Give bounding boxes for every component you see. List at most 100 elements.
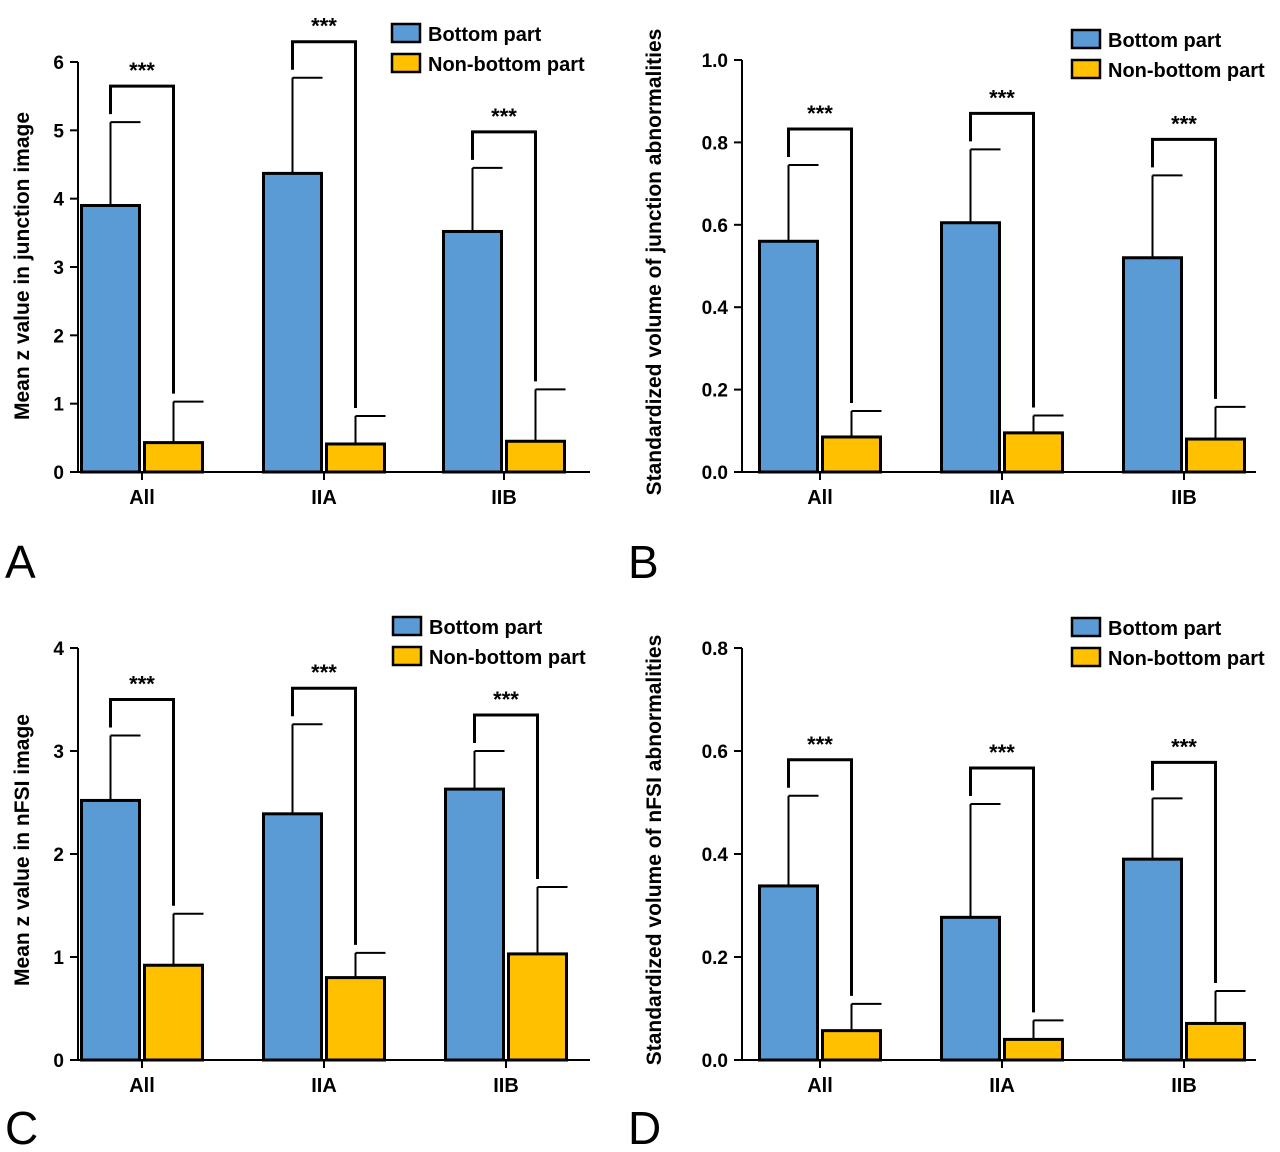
y-axis-title: Standardized volume of nFSI abnormalitie… xyxy=(643,635,666,1066)
bar-nonbottom xyxy=(1185,1021,1246,1062)
y-tick-label: 0.8 xyxy=(702,133,728,154)
chart-panel-c: 0 1 2 3 4 Mean z value in nFSI image All *** IIA… xyxy=(5,615,590,1152)
x-tick-label: IIA xyxy=(989,1075,1015,1097)
significance-label: *** xyxy=(129,58,155,83)
legend-label: Non-bottom part xyxy=(429,647,586,669)
significance-bracket xyxy=(1151,137,1217,399)
bar-bottom xyxy=(758,884,819,1062)
chart-panel-a: 0 1 2 3 4 5 6 Mean z value in junction image All… xyxy=(5,14,590,588)
x-tick-label: IIB xyxy=(1171,487,1197,509)
bar-nonbottom xyxy=(505,439,566,474)
bar-nonbottom xyxy=(821,435,882,474)
legend-label: Non-bottom part xyxy=(1108,648,1265,670)
significance-bracket xyxy=(969,111,1035,408)
bar-nonbottom xyxy=(143,441,204,474)
legend-swatch-bottom xyxy=(1070,28,1102,50)
y-tick-label: 0.4 xyxy=(702,845,729,866)
x-tick-label: IIA xyxy=(989,487,1015,509)
significance-bracket xyxy=(291,686,357,945)
y-tick-label: 1.0 xyxy=(702,51,728,72)
y-tick-label: 0.4 xyxy=(702,298,729,319)
y-tick-label: 1 xyxy=(53,395,64,416)
significance-label: *** xyxy=(311,14,337,39)
bar-bottom xyxy=(940,221,1001,474)
y-tick-label: 5 xyxy=(53,121,64,142)
significance-label: *** xyxy=(311,660,337,685)
significance-label: *** xyxy=(989,85,1015,110)
legend-swatch-nonbottom xyxy=(390,52,422,74)
significance-bracket xyxy=(109,698,175,906)
y-tick-label: 0.6 xyxy=(702,216,728,237)
bar-nonbottom xyxy=(143,963,204,1062)
x-tick-label: All xyxy=(129,1075,155,1097)
panel-letter: D xyxy=(628,1102,661,1152)
y-tick-label: 2 xyxy=(53,326,64,347)
legend-swatch-bottom xyxy=(391,615,423,637)
bar-bottom xyxy=(758,239,819,474)
y-tick-label: 0.8 xyxy=(702,639,728,660)
y-axis-title: Mean z value in junction image xyxy=(11,112,34,420)
significance-bracket xyxy=(1151,760,1217,983)
y-axis-title: Standardized volume of junction abnormal… xyxy=(643,29,666,496)
bar-bottom xyxy=(1122,857,1183,1062)
legend-swatch-bottom xyxy=(1070,616,1102,638)
y-tick-label: 3 xyxy=(53,258,64,279)
significance-label: *** xyxy=(1171,734,1197,759)
panel-letter: A xyxy=(5,536,36,588)
significance-bracket xyxy=(969,766,1035,1013)
legend-label: Non-bottom part xyxy=(1108,60,1265,82)
y-tick-label: 1 xyxy=(53,948,64,969)
bar-bottom xyxy=(262,171,323,474)
chart-panel-b: 0.0 0.2 0.4 0.6 0.8 1.0 Standardized volume of… xyxy=(628,29,1265,588)
significance-bracket xyxy=(109,84,175,394)
bar-nonbottom xyxy=(821,1029,882,1062)
legend-label: Non-bottom part xyxy=(428,54,585,76)
legend-swatch-bottom xyxy=(390,22,422,44)
x-tick-label: IIA xyxy=(311,1075,337,1097)
bar-nonbottom xyxy=(1185,437,1246,474)
x-tick-label: IIB xyxy=(493,1075,519,1097)
significance-bracket xyxy=(787,758,853,996)
significance-bracket xyxy=(291,40,357,408)
bar-nonbottom xyxy=(507,952,568,1062)
legend-swatch-nonbottom xyxy=(1070,58,1102,80)
legend-label: Bottom part xyxy=(429,617,543,639)
bar-bottom xyxy=(1122,256,1183,474)
bar-nonbottom xyxy=(1003,1037,1064,1062)
significance-label: *** xyxy=(491,104,517,129)
y-tick-label: 0 xyxy=(53,463,64,484)
significance-label: *** xyxy=(493,687,519,712)
bar-nonbottom xyxy=(325,442,386,474)
y-tick-label: 0.0 xyxy=(702,1051,728,1072)
bar-nonbottom xyxy=(1003,431,1064,474)
y-tick-label: 0.2 xyxy=(702,381,728,402)
significance-label: *** xyxy=(989,740,1015,765)
significance-bracket xyxy=(473,713,539,879)
bar-bottom xyxy=(940,915,1001,1062)
x-tick-label: IIA xyxy=(311,487,337,509)
y-tick-label: 0 xyxy=(53,1051,64,1072)
legend-label: Bottom part xyxy=(1108,618,1222,640)
panel-letter: C xyxy=(5,1102,38,1152)
y-tick-label: 0.2 xyxy=(702,948,728,969)
x-tick-label: IIB xyxy=(1171,1075,1197,1097)
chart-panel-d: 0.0 0.2 0.4 0.6 0.8 Standardized volume of nF… xyxy=(628,616,1265,1152)
bar-bottom xyxy=(262,812,323,1062)
y-tick-label: 0.6 xyxy=(702,742,728,763)
bar-bottom xyxy=(444,787,505,1062)
y-tick-label: 0.0 xyxy=(702,463,728,484)
significance-label: *** xyxy=(129,672,155,697)
y-axis-title: Mean z value in nFSI image xyxy=(11,714,34,986)
y-tick-label: 2 xyxy=(53,845,64,866)
bar-bottom xyxy=(442,229,503,474)
y-tick-label: 6 xyxy=(53,53,64,74)
x-tick-label: All xyxy=(807,487,833,509)
significance-bracket xyxy=(471,130,537,382)
legend-label: Bottom part xyxy=(1108,30,1222,52)
x-tick-label: All xyxy=(807,1075,833,1097)
bar-bottom xyxy=(80,798,141,1062)
bar-nonbottom xyxy=(325,976,386,1062)
panel-letter: B xyxy=(628,536,659,588)
bar-bottom xyxy=(80,204,141,474)
